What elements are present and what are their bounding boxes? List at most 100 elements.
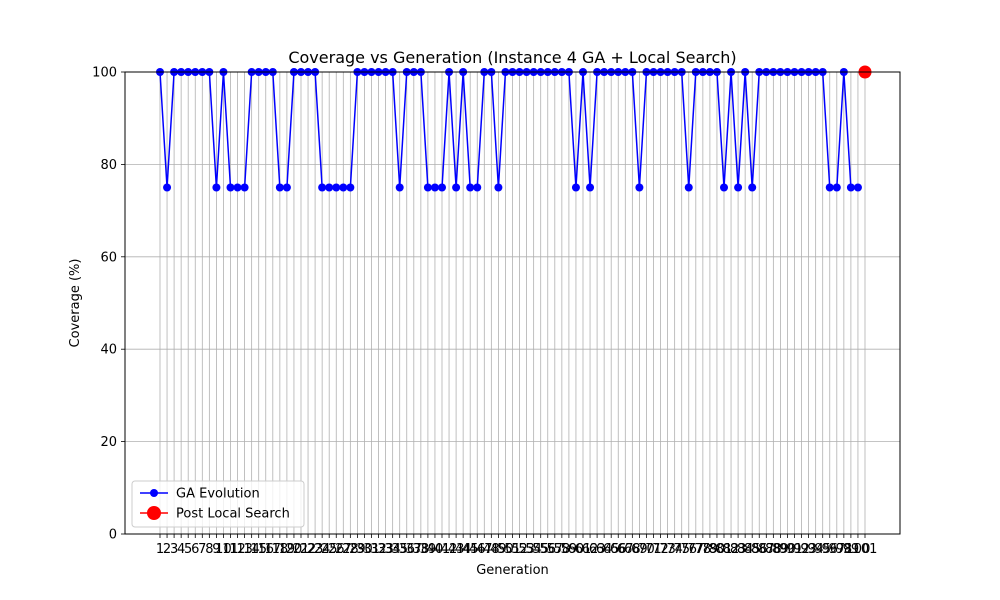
x-tick-label: 50 <box>497 542 514 557</box>
legend-ga-label: GA Evolution <box>176 487 260 502</box>
x-tick-label: 68 <box>624 542 641 557</box>
x-tick-label: 79 <box>702 542 719 557</box>
ga-evolution-point <box>282 183 291 192</box>
x-tick-label: 71 <box>645 542 662 557</box>
x-tick-label: 22 <box>300 542 317 557</box>
x-tick-label: 25 <box>321 542 338 557</box>
x-tick-label: 80 <box>709 542 726 557</box>
x-tick-label: 87 <box>758 542 775 557</box>
ga-evolution-point <box>832 183 841 192</box>
x-tick-label: 41 <box>434 542 451 557</box>
x-tick-label: 47 <box>476 542 493 557</box>
x-tick-label: 11 <box>222 542 239 557</box>
ga-evolution-point <box>163 183 172 192</box>
legend-local-search-label: Post Local Search <box>176 507 290 522</box>
x-tick-label: 66 <box>610 542 627 557</box>
x-tick-label: 31 <box>363 542 380 557</box>
x-tick-label: 100 <box>846 542 871 557</box>
x-tick-label: 5 <box>184 542 192 557</box>
x-tick-label: 58 <box>554 542 571 557</box>
x-axis-ticks: 1234567891011121314151617181920212223242… <box>156 534 878 557</box>
x-axis-label: Generation <box>476 563 549 578</box>
ga-evolution-point <box>346 183 355 192</box>
x-tick-label: 67 <box>617 542 634 557</box>
ga-evolution-point <box>212 183 221 192</box>
x-tick-label: 13 <box>236 542 253 557</box>
x-tick-label: 21 <box>293 542 310 557</box>
x-tick-label: 77 <box>688 542 705 557</box>
ga-evolution-point <box>226 183 235 192</box>
x-tick-label: 39 <box>420 542 437 557</box>
x-tick-label: 72 <box>652 542 669 557</box>
chart-title: Coverage vs Generation (Instance 4 GA + … <box>288 48 736 67</box>
x-tick-label: 10 <box>215 542 232 557</box>
x-tick-label: 56 <box>539 542 556 557</box>
y-axis-ticks: 0 20 40 60 80 100 <box>92 66 125 543</box>
ga-evolution-point <box>325 183 334 192</box>
x-tick-label: 61 <box>575 542 592 557</box>
x-tick-label: 2 <box>163 542 171 557</box>
x-tick-label: 23 <box>307 542 324 557</box>
x-tick-label: 17 <box>265 542 282 557</box>
x-tick-label: 6 <box>191 542 199 557</box>
x-tick-label: 89 <box>772 542 789 557</box>
x-tick-label: 35 <box>391 542 408 557</box>
x-tick-label: 76 <box>680 542 697 557</box>
x-tick-label: 69 <box>631 542 648 557</box>
x-tick-label: 43 <box>448 542 465 557</box>
x-tick-label: 94 <box>807 542 824 557</box>
x-tick-label: 36 <box>398 542 415 557</box>
ga-evolution-point <box>318 183 327 192</box>
x-tick-label: 27 <box>335 542 352 557</box>
x-tick-label: 83 <box>730 542 747 557</box>
x-tick-label: 92 <box>793 542 810 557</box>
ga-evolution-point <box>466 183 475 192</box>
ga-evolution-point <box>720 183 728 192</box>
ga-evolution-point <box>748 183 757 192</box>
ga-evolution-point <box>825 183 834 192</box>
x-tick-label: 24 <box>314 542 331 557</box>
x-tick-label: 3 <box>170 542 178 557</box>
x-tick-label: 93 <box>800 542 817 557</box>
ga-evolution-point <box>452 183 461 192</box>
legend-box <box>131 480 305 528</box>
ga-evolution-point <box>734 183 743 192</box>
x-tick-label: 45 <box>462 542 479 557</box>
x-tick-label: 88 <box>765 542 782 557</box>
ga-evolution-point <box>494 183 503 192</box>
x-tick-label: 1 <box>156 542 164 557</box>
y-tick-label: 40 <box>100 343 117 358</box>
x-tick-label: 48 <box>483 542 500 557</box>
legend: GA Evolution Post Local Search <box>131 480 305 528</box>
x-tick-label: 64 <box>596 542 613 557</box>
x-tick-label: 101 <box>853 542 878 557</box>
x-tick-label: 8 <box>205 542 213 557</box>
ga-evolution-point <box>430 183 439 192</box>
x-tick-label: 55 <box>532 542 549 557</box>
x-tick-label: 40 <box>427 542 444 557</box>
legend-ga-marker <box>150 489 158 497</box>
x-tick-label: 59 <box>561 542 578 557</box>
ga-evolution-point <box>240 183 249 192</box>
x-tick-label: 62 <box>582 542 599 557</box>
x-tick-label: 91 <box>786 542 803 557</box>
x-tick-label: 78 <box>695 542 712 557</box>
x-tick-label: 46 <box>469 542 486 557</box>
x-tick-label: 51 <box>504 542 521 557</box>
x-tick-label: 57 <box>547 542 564 557</box>
ga-evolution-point <box>846 183 855 192</box>
x-tick-label: 33 <box>377 542 394 557</box>
x-tick-label: 86 <box>751 542 768 557</box>
ga-evolution-point <box>635 183 644 192</box>
x-tick-label: 28 <box>342 542 359 557</box>
y-tick-label: 20 <box>100 435 117 450</box>
ga-evolution-point <box>438 183 446 192</box>
x-tick-label: 4 <box>177 542 185 557</box>
y-tick-label: 0 <box>109 528 117 543</box>
x-tick-label: 19 <box>279 542 296 557</box>
x-tick-label: 95 <box>814 542 831 557</box>
y-tick-label: 80 <box>100 158 117 173</box>
x-tick-label: 29 <box>349 542 366 557</box>
x-tick-label: 65 <box>603 542 620 557</box>
